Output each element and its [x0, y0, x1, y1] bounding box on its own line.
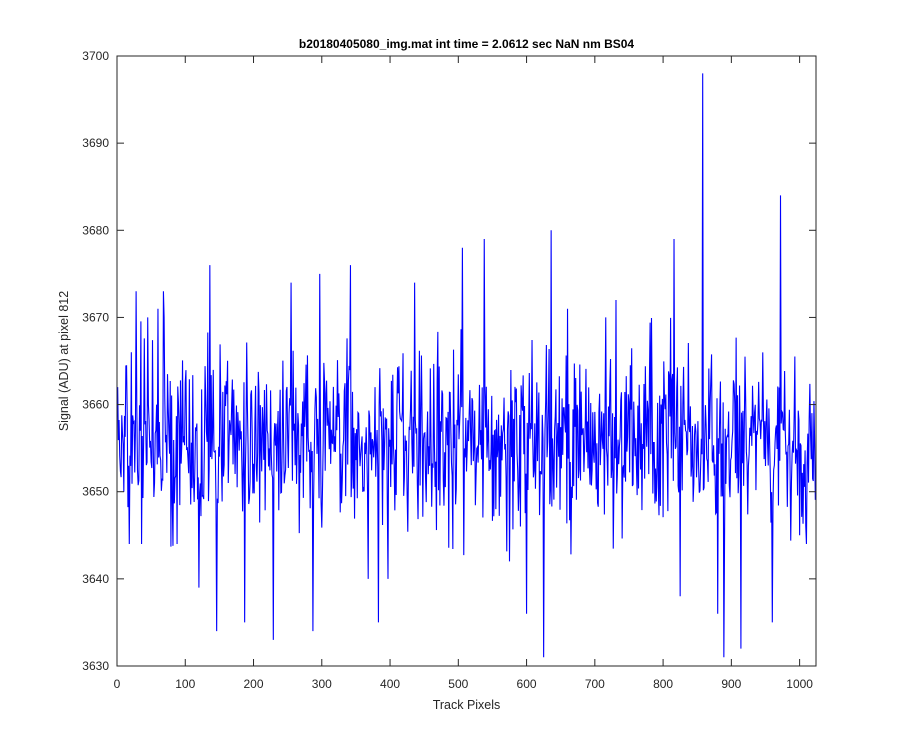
x-tick-label: 500 — [448, 677, 468, 691]
series-line — [117, 73, 817, 658]
chart-title: b20180405080_img.mat int time = 2.0612 s… — [299, 37, 635, 51]
axes-layer — [116, 55, 817, 667]
x-tick-label: 300 — [312, 677, 332, 691]
axes-box — [116, 55, 817, 667]
x-tick-label: 0 — [114, 677, 121, 691]
y-axis-label: Signal (ADU) at pixel 812 — [57, 291, 71, 431]
x-tick-label: 700 — [585, 677, 605, 691]
x-tick-label: 1000 — [786, 677, 813, 691]
ticks-layer: 0 100 200 300 400 500 600 700 800 900 1000 3630 3640… — [82, 49, 816, 691]
x-tick-label: 200 — [244, 677, 264, 691]
x-tick-label: 600 — [517, 677, 537, 691]
plot-area — [117, 56, 816, 666]
y-tick-label: 3680 — [82, 223, 109, 237]
y-tick-label: 3650 — [82, 485, 109, 499]
x-tick-label: 400 — [380, 677, 400, 691]
x-tick-label: 100 — [175, 677, 195, 691]
y-tick-label: 3630 — [82, 659, 109, 673]
x-tick-label: 800 — [653, 677, 673, 691]
y-tick-label: 3660 — [82, 398, 109, 412]
y-tick-label: 3700 — [82, 49, 109, 63]
y-tick-label: 3640 — [82, 572, 109, 586]
y-tick-label: 3690 — [82, 136, 109, 150]
y-tick-label: 3670 — [82, 310, 109, 324]
x-tick-label: 900 — [721, 677, 741, 691]
x-axis-label: Track Pixels — [433, 698, 501, 712]
series-layer — [117, 73, 817, 658]
